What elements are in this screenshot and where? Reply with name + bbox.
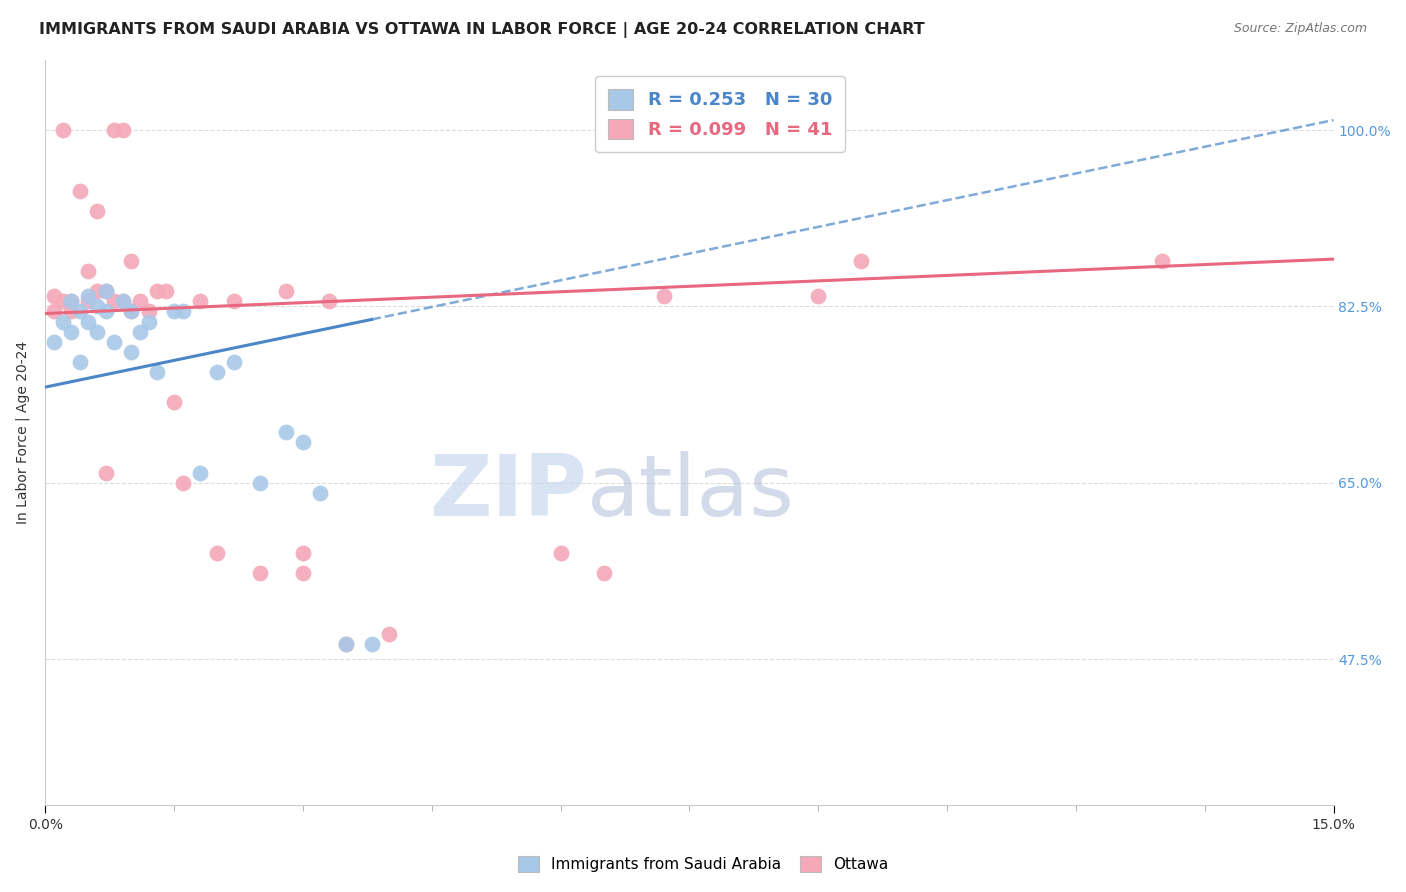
Point [335,637,357,651]
Point [42,334,65,349]
Point [52,123,75,137]
Point [163,304,186,318]
Point [60,294,83,309]
Point [52,315,75,329]
Point [335,637,357,651]
Point [77,294,100,309]
Point [292,546,315,560]
Point [188,294,211,309]
Point [172,304,194,318]
Point [52,294,75,309]
Point [550,546,572,560]
Point [378,627,401,641]
Point [86,300,108,314]
Point [86,285,108,299]
Legend: Immigrants from Saudi Arabia, Ottawa: Immigrants from Saudi Arabia, Ottawa [510,848,896,880]
Point [103,334,125,349]
Point [129,325,152,339]
Point [86,325,108,339]
Point [111,123,134,137]
Point [249,475,271,490]
Point [146,365,169,379]
Point [69,184,91,198]
Point [138,315,160,329]
Text: ZIP: ZIP [429,450,586,533]
Point [318,294,340,309]
Point [163,395,186,409]
Point [129,294,152,309]
Point [77,264,100,278]
Point [120,304,142,318]
Point [42,304,65,318]
Point [172,475,194,490]
Point [103,123,125,137]
Point [94,285,117,299]
Point [94,285,117,299]
Point [249,566,271,581]
Point [224,355,246,369]
Point [851,254,873,268]
Point [224,294,246,309]
Text: atlas: atlas [586,450,794,533]
Point [69,355,91,369]
Point [120,254,142,268]
Point [292,435,315,450]
Point [592,566,614,581]
Point [188,466,211,480]
Point [103,294,125,309]
Point [69,304,91,318]
Text: IMMIGRANTS FROM SAUDI ARABIA VS OTTAWA IN LABOR FORCE | AGE 20-24 CORRELATION CH: IMMIGRANTS FROM SAUDI ARABIA VS OTTAWA I… [39,22,925,38]
Point [155,285,177,299]
Point [652,289,675,303]
Point [360,637,382,651]
Y-axis label: In Labor Force | Age 20-24: In Labor Force | Age 20-24 [15,341,30,524]
Point [274,285,297,299]
Point [60,304,83,318]
Point [111,294,134,309]
Point [292,566,315,581]
Point [111,294,134,309]
Point [77,289,100,303]
Point [60,325,83,339]
Point [309,486,332,500]
Legend: R = 0.253   N = 30, R = 0.099   N = 41: R = 0.253 N = 30, R = 0.099 N = 41 [596,76,845,153]
Point [77,315,100,329]
Point [94,304,117,318]
Point [146,285,169,299]
Point [205,365,228,379]
Point [205,546,228,560]
Point [138,304,160,318]
Point [86,203,108,218]
Point [274,425,297,440]
Point [94,466,117,480]
Point [120,304,142,318]
Point [120,344,142,359]
Point [60,294,83,309]
Point [42,289,65,303]
Point [807,289,830,303]
Text: Source: ZipAtlas.com: Source: ZipAtlas.com [1233,22,1367,36]
Point [1150,254,1173,268]
